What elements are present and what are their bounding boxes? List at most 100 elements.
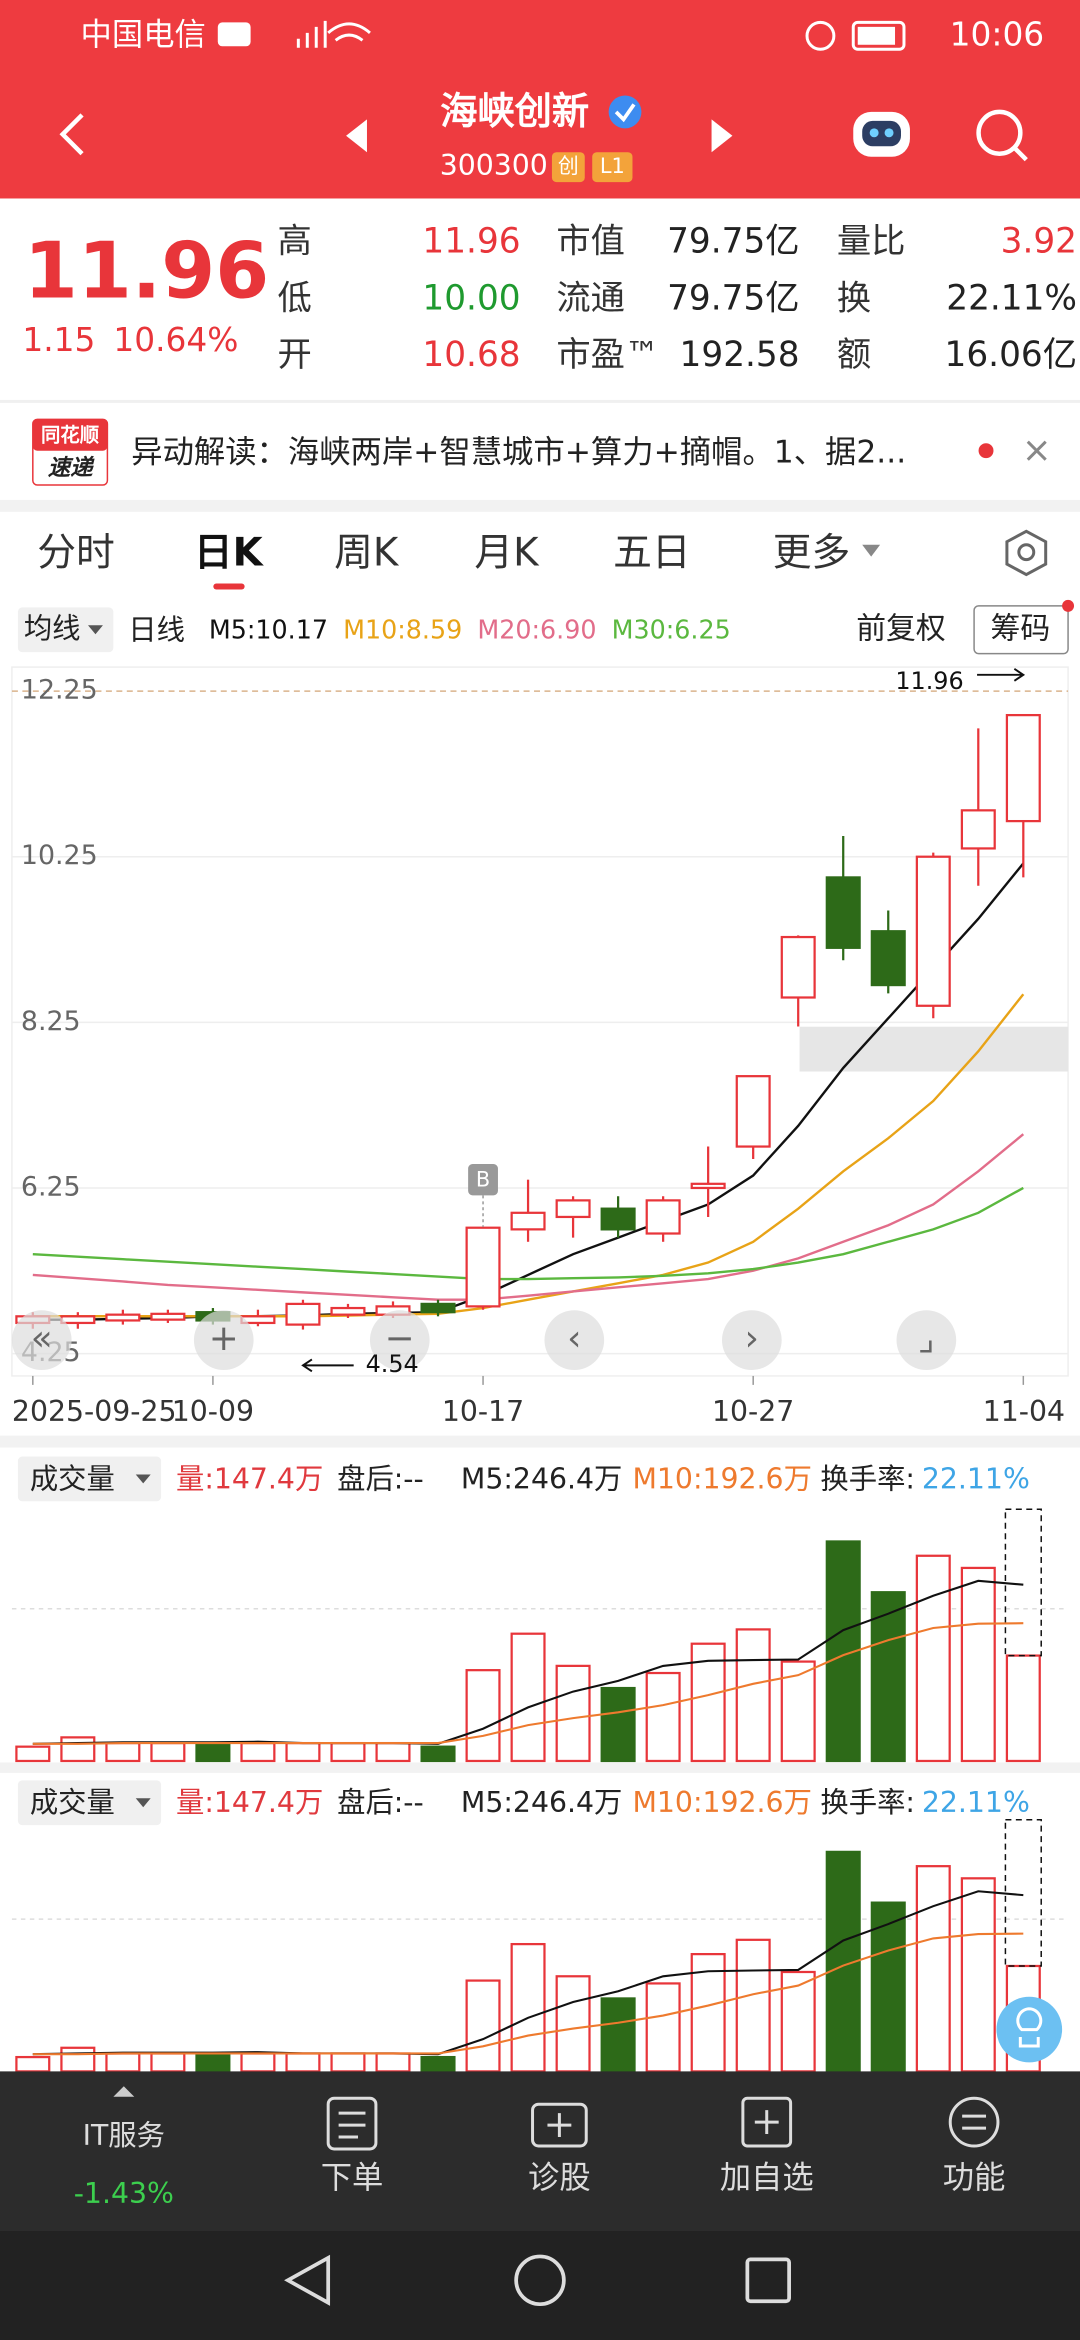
volume-bar xyxy=(870,1591,906,1763)
chart-nav-button[interactable] xyxy=(193,1310,254,1370)
badge: L1 xyxy=(600,154,625,178)
settings-icon[interactable] xyxy=(1005,529,1048,577)
vol-selector-bg[interactable] xyxy=(17,1456,162,1502)
change-pct: 10.64% xyxy=(113,321,238,359)
volume-bar xyxy=(150,2052,186,2073)
volume-bar xyxy=(195,1741,231,1763)
nav-item[interactable]: 下单 xyxy=(321,2160,384,2196)
candle-body xyxy=(150,1312,186,1321)
candle-body xyxy=(330,1306,366,1316)
vol-ma-line xyxy=(32,1932,1024,2056)
badge-bg xyxy=(592,152,633,183)
volume-bar xyxy=(1005,1654,1041,1763)
close-news[interactable] xyxy=(1026,440,1047,461)
volume-bar xyxy=(960,1877,996,2073)
x-tick-label: 10-27 xyxy=(712,1395,794,1428)
volume-bar xyxy=(330,2052,366,2073)
volume-bar xyxy=(915,1865,951,2073)
chart-nav-icon: − xyxy=(385,1318,415,1359)
stock-code: 300300 xyxy=(440,149,548,182)
chips-button[interactable] xyxy=(973,605,1069,655)
vol-title: 成交量 xyxy=(30,1786,115,1819)
sector-name[interactable]: IT服务 xyxy=(83,2119,165,2152)
prev-stock[interactable] xyxy=(346,119,367,153)
volume-forecast xyxy=(1004,1818,1042,1967)
nav-item[interactable]: 诊股 xyxy=(528,2160,591,2196)
nav-item[interactable]: 功能 xyxy=(943,2160,1006,2196)
chart-nav-button[interactable] xyxy=(544,1310,605,1370)
ma-label: M10:8.59 xyxy=(343,614,462,644)
chart-frame xyxy=(11,666,1069,1377)
selector-bg[interactable] xyxy=(17,607,114,653)
quote-value: 10.68 xyxy=(422,335,520,375)
chart-nav-button[interactable] xyxy=(369,1310,430,1370)
system-nav-bg xyxy=(0,2231,1080,2340)
verified-badge xyxy=(608,95,642,129)
volume-bar xyxy=(60,2046,96,2073)
news-source: 速递 xyxy=(48,455,95,481)
volume-bar xyxy=(600,1686,636,1763)
signal-box xyxy=(468,1164,498,1196)
chart-nav-button[interactable] xyxy=(721,1310,782,1370)
selector-arrow xyxy=(88,625,103,635)
volume-bar xyxy=(15,2055,51,2073)
ma-line xyxy=(32,1133,1025,1301)
chart-nav-icon: › xyxy=(745,1318,759,1359)
back-button[interactable] xyxy=(59,113,84,156)
volume-bar xyxy=(915,1554,951,1763)
volume-bar xyxy=(285,2052,321,2073)
sector-change: -1.43% xyxy=(74,2177,174,2210)
y-tick-label: 6.25 xyxy=(21,1171,81,1202)
volume-bar xyxy=(420,2055,456,2073)
chart-nav-button[interactable] xyxy=(11,1310,72,1370)
vol-plot xyxy=(15,1508,1042,1763)
system-nav[interactable] xyxy=(284,2254,791,2307)
nav-item[interactable]: 加自选 xyxy=(720,2160,814,2196)
search-icon[interactable] xyxy=(976,109,1028,162)
quote-label: 市盈™ xyxy=(556,335,659,375)
assistant-icon xyxy=(1016,2007,1043,2048)
tab[interactable]: 分时 xyxy=(37,531,115,576)
volume-bar xyxy=(60,1736,96,1763)
quote-value: 10.00 xyxy=(422,278,520,318)
stock-name: 海峡创新 xyxy=(440,89,589,133)
volume-bar xyxy=(375,1741,411,1763)
volume-bar xyxy=(240,1741,276,1763)
volume-bar xyxy=(960,1566,996,1763)
verified-check xyxy=(614,103,636,123)
volume-bar xyxy=(465,1979,501,2073)
chart-nav-button[interactable] xyxy=(896,1310,957,1370)
tab[interactable]: 更多 xyxy=(773,531,851,576)
cost-band xyxy=(799,1026,1069,1072)
tab[interactable]: 日K xyxy=(194,531,265,576)
separator xyxy=(0,1762,1080,1773)
candle-body xyxy=(510,1211,546,1231)
candle-body xyxy=(780,935,816,999)
y-tick-label: 12.25 xyxy=(21,675,98,706)
robot-icon[interactable] xyxy=(853,111,910,157)
nav-icons xyxy=(326,2096,1000,2151)
signal-label: B xyxy=(476,1167,490,1191)
news-source: 同花顺 xyxy=(41,423,99,446)
tab[interactable]: 周K xyxy=(334,531,400,576)
vol-legend: 盘后:-- xyxy=(337,1786,424,1819)
min-label: 4.54 xyxy=(366,1350,419,1378)
volume-bar xyxy=(870,1901,906,2073)
volume-bar xyxy=(735,1938,771,2073)
quote-label: 流通 xyxy=(556,278,625,318)
next-stock[interactable] xyxy=(711,119,733,153)
vol-legend: 换手率: xyxy=(820,1786,915,1819)
vol-legend: 盘后:-- xyxy=(337,1462,424,1495)
volume-bar xyxy=(105,2052,141,2073)
tab[interactable]: 月K xyxy=(474,531,540,576)
status-icons xyxy=(217,20,906,51)
candle-body xyxy=(105,1313,141,1322)
tab[interactable]: 五日 xyxy=(613,531,691,576)
vol-legend: 量:147.4万 xyxy=(176,1786,323,1819)
x-tick-label: 11-04 xyxy=(983,1395,1065,1428)
candle-body xyxy=(915,855,951,1007)
volume-bar xyxy=(510,1942,546,2073)
news-text[interactable]: 异动解读：海峡两岸+智慧城市+算力+摘帽。1、据2... xyxy=(131,435,906,471)
vol-selector-bg[interactable] xyxy=(17,1780,162,1826)
